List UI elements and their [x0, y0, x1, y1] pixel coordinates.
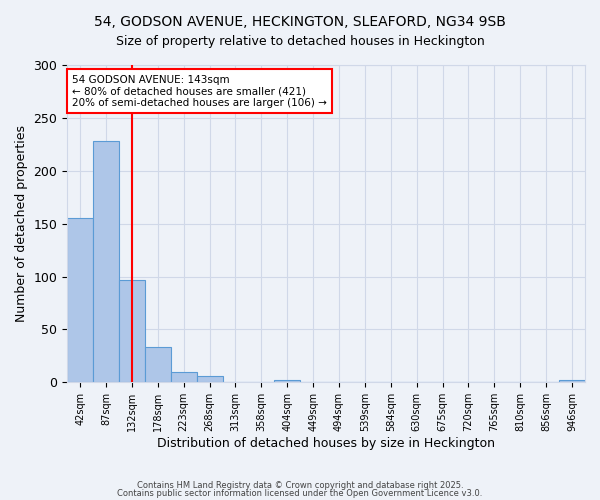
Y-axis label: Number of detached properties: Number of detached properties	[15, 125, 28, 322]
Bar	[145, 348, 171, 382]
Bar	[171, 372, 197, 382]
Bar	[559, 380, 585, 382]
Bar	[93, 141, 119, 382]
Text: Contains public sector information licensed under the Open Government Licence v3: Contains public sector information licen…	[118, 488, 482, 498]
X-axis label: Distribution of detached houses by size in Heckington: Distribution of detached houses by size …	[157, 437, 495, 450]
Bar	[274, 380, 300, 382]
Text: Contains HM Land Registry data © Crown copyright and database right 2025.: Contains HM Land Registry data © Crown c…	[137, 481, 463, 490]
Bar	[67, 218, 93, 382]
Text: 54 GODSON AVENUE: 143sqm
← 80% of detached houses are smaller (421)
20% of semi-: 54 GODSON AVENUE: 143sqm ← 80% of detach…	[73, 74, 327, 108]
Bar	[197, 376, 223, 382]
Bar	[119, 280, 145, 382]
Text: 54, GODSON AVENUE, HECKINGTON, SLEAFORD, NG34 9SB: 54, GODSON AVENUE, HECKINGTON, SLEAFORD,…	[94, 15, 506, 29]
Text: Size of property relative to detached houses in Heckington: Size of property relative to detached ho…	[116, 35, 484, 48]
